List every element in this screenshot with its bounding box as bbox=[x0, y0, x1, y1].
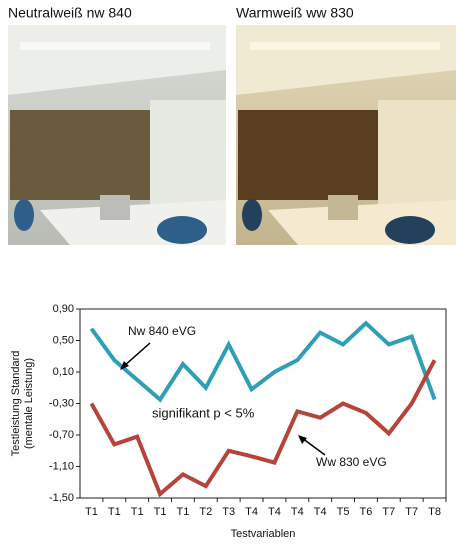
x-tick-label: T5 bbox=[337, 506, 350, 518]
series-label: Ww 830 eVG bbox=[316, 455, 387, 469]
x-tick-label: T4 bbox=[268, 506, 281, 518]
photo-warm bbox=[236, 25, 456, 245]
y-axis-label: Testleistung Standard bbox=[10, 351, 22, 457]
arrow-head bbox=[120, 361, 129, 370]
y-tick-label: -0,70 bbox=[49, 429, 74, 441]
y-tick-label: 0,50 bbox=[53, 334, 74, 346]
x-tick-label: T1 bbox=[108, 506, 121, 518]
y-tick-label: -0,30 bbox=[49, 397, 74, 409]
photo-neutral bbox=[8, 25, 226, 245]
y-axis-label: (mentale Leistung) bbox=[23, 358, 35, 449]
x-tick-label: T8 bbox=[428, 506, 441, 518]
series-line bbox=[89, 320, 437, 403]
x-tick-label: T7 bbox=[405, 506, 418, 518]
y-tick-label: -1,50 bbox=[49, 492, 74, 504]
x-tick-label: T1 bbox=[131, 506, 144, 518]
series-line bbox=[89, 359, 437, 498]
y-tick-label: 0,90 bbox=[53, 303, 74, 315]
arrow bbox=[123, 342, 151, 367]
x-tick-label: T1 bbox=[177, 506, 190, 518]
x-tick-label: T2 bbox=[199, 506, 212, 518]
y-tick-label: 0,10 bbox=[53, 366, 74, 378]
chart: 0,90 0,50 0,10 -0,30 -0,70 -1,10 -1,50 T1 T1 T1 T1… bbox=[10, 303, 447, 540]
annotation: signifikant p < 5% bbox=[152, 405, 255, 420]
photo-caption: Warmweiß ww 830 bbox=[236, 5, 354, 21]
arrow bbox=[301, 437, 326, 456]
x-axis-label: Testvariablen bbox=[231, 528, 296, 540]
x-tick-label: T6 bbox=[360, 506, 373, 518]
x-tick-label: T7 bbox=[382, 506, 395, 518]
arrow-head bbox=[298, 435, 307, 444]
x-tick-label: T1 bbox=[154, 506, 167, 518]
x-tick-label: T3 bbox=[222, 506, 235, 518]
series-label: Nw 840 eVG bbox=[128, 324, 196, 338]
y-tick-label: -1,10 bbox=[49, 460, 74, 472]
x-tick-label: T4 bbox=[314, 506, 327, 518]
x-tick-label: T4 bbox=[291, 506, 304, 518]
x-tick-label: T4 bbox=[245, 506, 258, 518]
photo-caption: Neutralweiß nw 840 bbox=[8, 5, 132, 21]
x-tick-label: T1 bbox=[85, 506, 98, 518]
